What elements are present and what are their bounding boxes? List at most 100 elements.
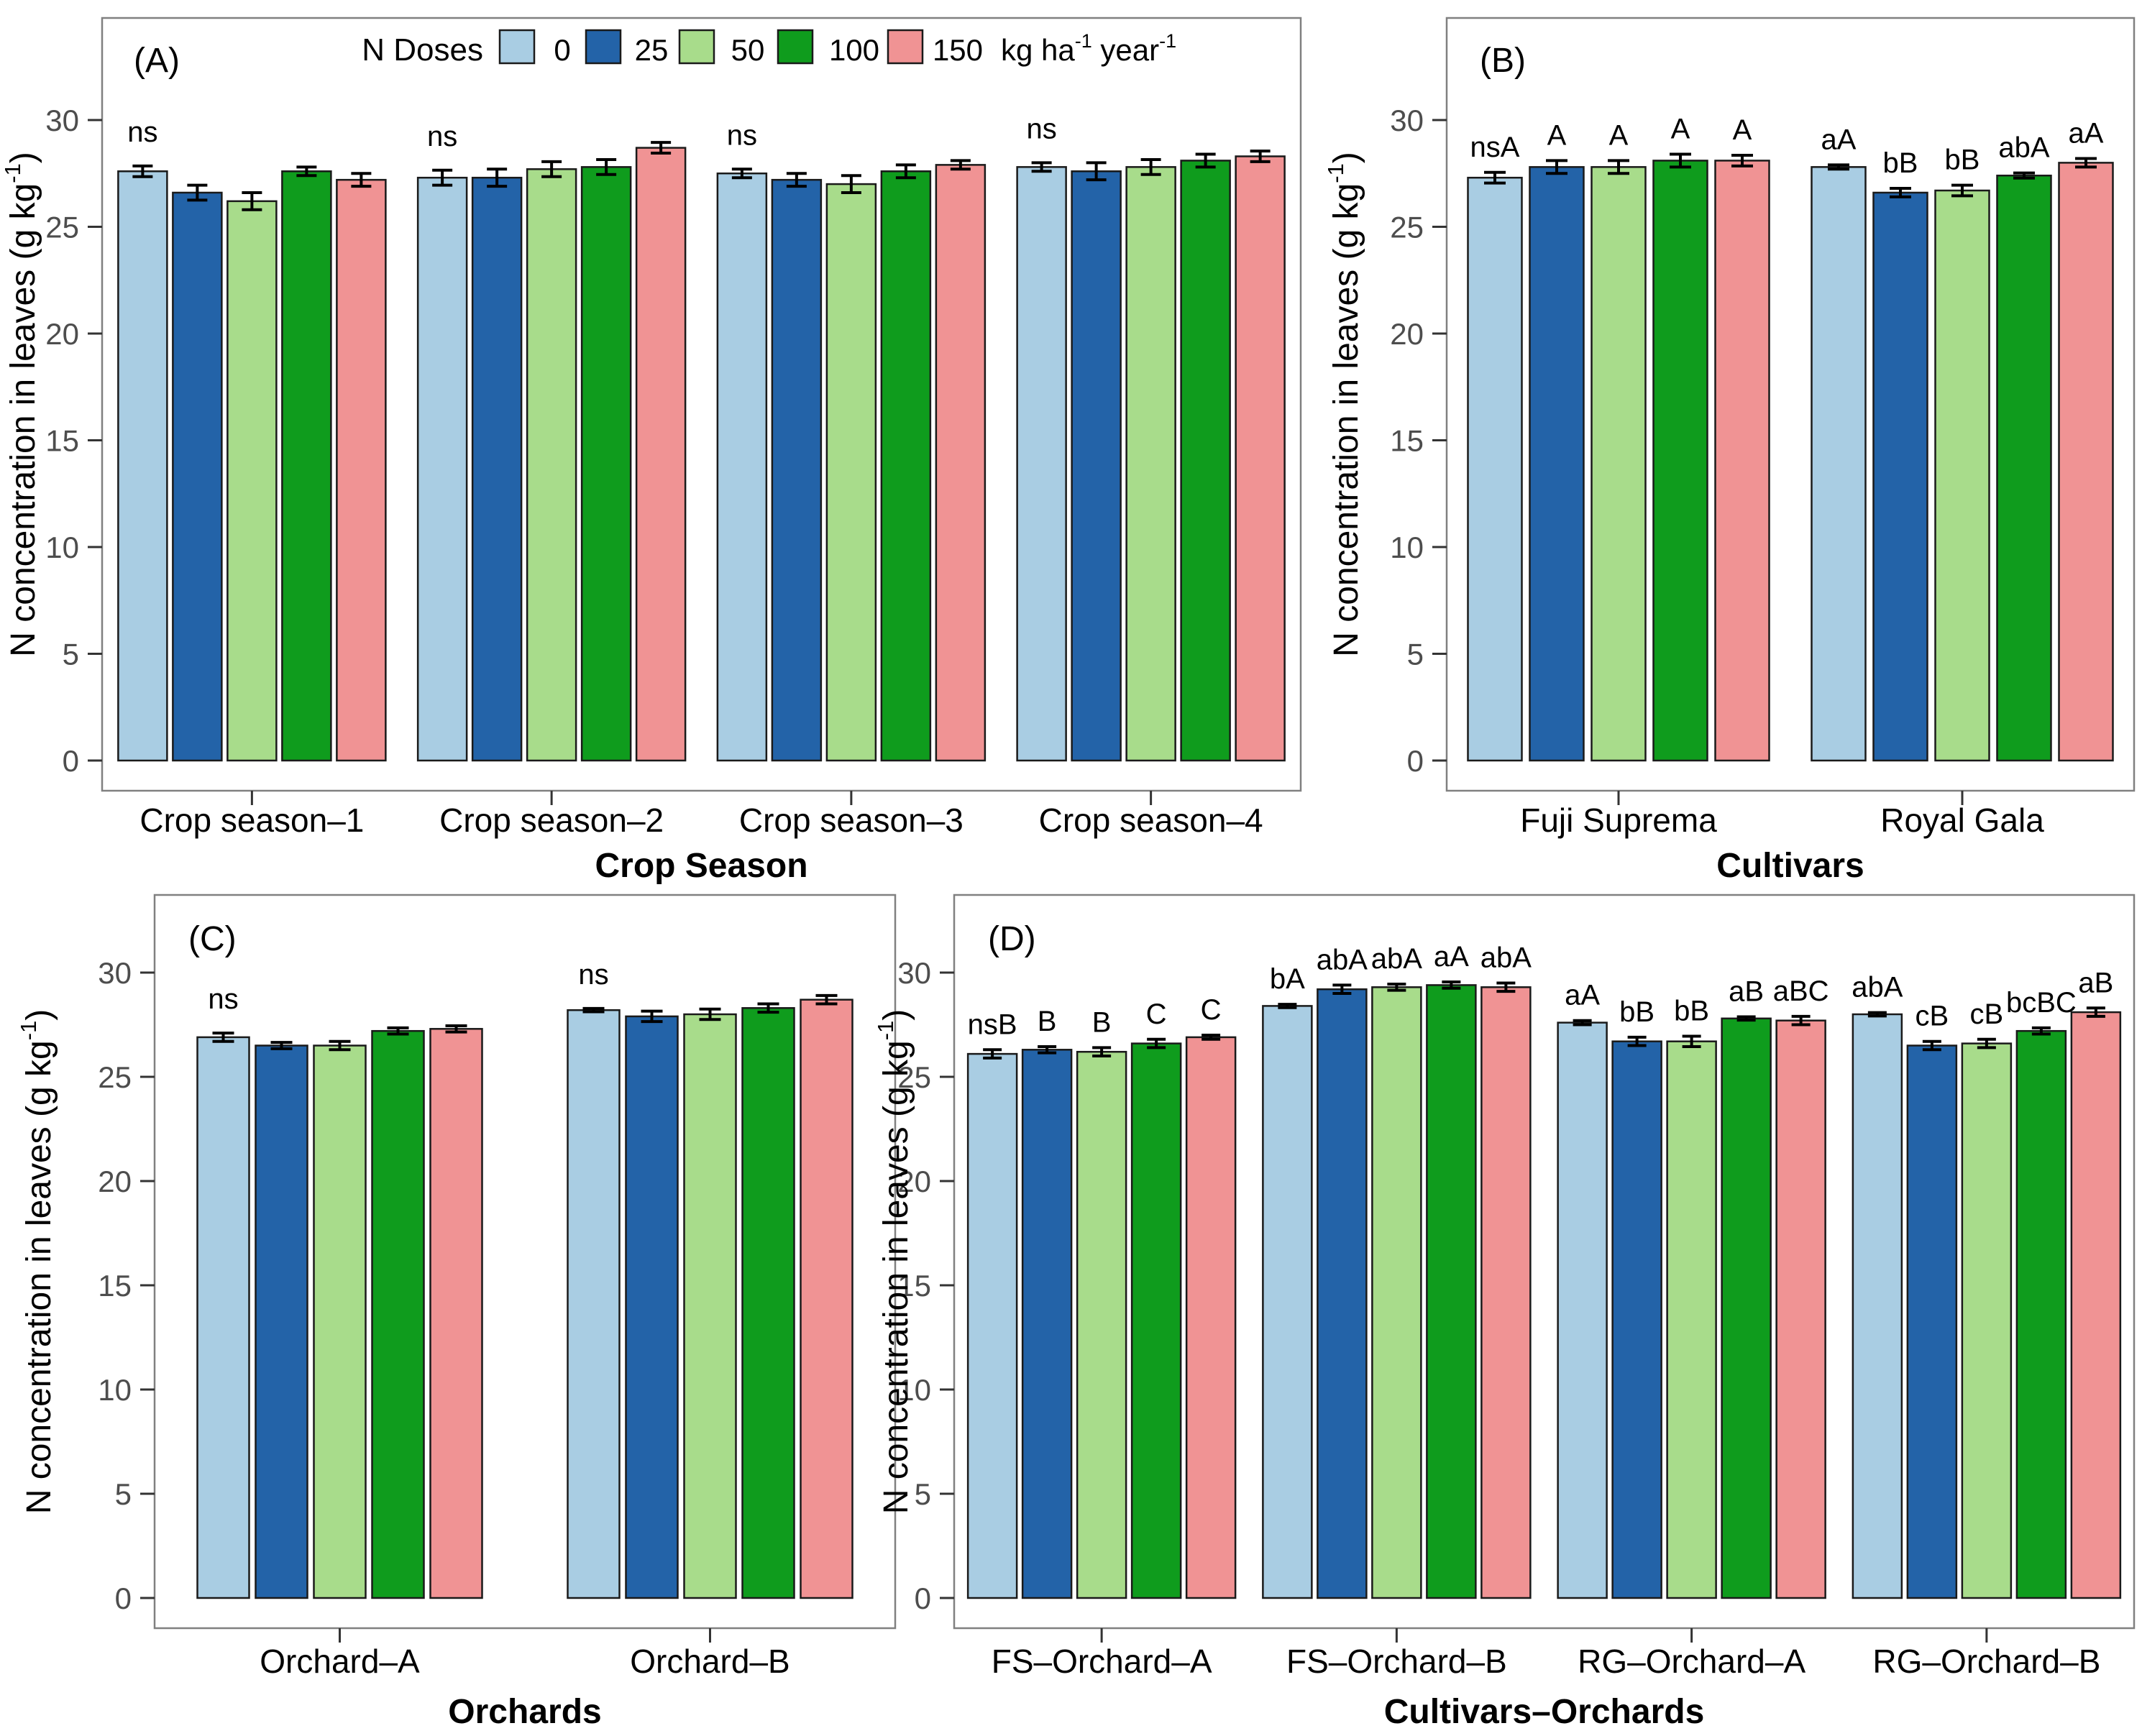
bar-dose-100	[741, 1007, 795, 1599]
panel-border	[101, 17, 1302, 792]
bar-dose-25	[625, 1015, 679, 1599]
significance-label: A	[1547, 119, 1567, 151]
y-tick-label: 10	[897, 1373, 931, 1407]
significance-label: aA	[2069, 117, 2104, 149]
y-axis-title: N concentration in leaves (g kg-1)	[16, 1009, 58, 1515]
bar-dose-100	[281, 170, 332, 762]
significance-label: C	[1201, 994, 1222, 1026]
legend-label: 0	[554, 33, 570, 67]
significance-label: B	[1092, 1006, 1112, 1038]
bar-dose-50	[1961, 1042, 2013, 1599]
legend-swatch-25	[585, 29, 622, 65]
panel-letter: (A)	[134, 42, 180, 80]
y-tick-label: 30	[98, 956, 132, 990]
x-category-label: FS–Orchard–A	[992, 1643, 1212, 1680]
bar-dose-25	[1317, 988, 1368, 1599]
y-tick-label: 5	[115, 1477, 132, 1511]
bar-dose-25	[1021, 1049, 1073, 1599]
bar-dose-25	[1071, 170, 1122, 762]
bar-dose-25	[172, 191, 223, 762]
panel-a: 0 5 10 15 20 25 30N concentration in leaves (g…	[0, 17, 1302, 885]
significance-label: ns	[1027, 113, 1057, 144]
bar-dose-150	[1480, 986, 1532, 1599]
bar-dose-25	[1529, 166, 1585, 762]
bar-dose-100	[1996, 174, 2052, 762]
x-axis-title: Cultivars	[1716, 847, 1864, 885]
bar-dose-100	[1652, 160, 1708, 762]
y-tick-label: 20	[98, 1165, 132, 1198]
significance-label: bB	[1619, 996, 1654, 1028]
bar-dose-0	[1557, 1021, 1608, 1599]
bar-dose-25	[771, 178, 823, 762]
significance-label: nsA	[1470, 132, 1520, 163]
bar-dose-150	[2058, 162, 2114, 762]
bar-dose-100	[2015, 1029, 2067, 1599]
x-category-label: Orchard–A	[260, 1643, 420, 1680]
bar-dose-25	[1906, 1044, 1958, 1599]
panel-letter: (D)	[988, 920, 1036, 958]
y-tick-label: 30	[45, 104, 79, 137]
significance-label: abA	[1480, 942, 1532, 974]
x-axis-title: Orchards	[448, 1693, 601, 1731]
panel-border	[1445, 17, 2136, 792]
legend-title: N Doses	[362, 32, 483, 68]
significance-label: bB	[1883, 147, 1918, 179]
x-category-label: Crop season–3	[739, 802, 964, 839]
significance-label: bA	[1270, 963, 1305, 995]
legend-swatch-100	[777, 29, 814, 65]
bar-dose-150	[1775, 1019, 1826, 1599]
legend: N Doses 0 25 50 100 150 kg ha-1 year-1	[362, 29, 1176, 68]
significance-label: abA	[1998, 132, 2049, 164]
significance-label: abA	[1852, 972, 1903, 1004]
bar-dose-50	[1076, 1050, 1127, 1599]
bar-dose-150	[1714, 160, 1770, 762]
legend-label: 25	[635, 33, 669, 67]
panel-border	[953, 894, 2136, 1630]
y-tick-label: 25	[98, 1060, 132, 1094]
y-tick-label: 25	[897, 1060, 931, 1094]
legend-unit-suffix: kg ha-1 year-1	[1001, 30, 1176, 67]
legend-label: 150	[933, 33, 983, 67]
bar-dose-100	[580, 166, 632, 762]
legend-swatch-50	[678, 29, 715, 65]
bar-dose-150	[1185, 1036, 1237, 1599]
panel-letter: (C)	[188, 920, 237, 958]
y-tick-label: 0	[63, 744, 79, 778]
x-category-label: Crop season–4	[1039, 802, 1263, 839]
significance-label: C	[1146, 998, 1167, 1030]
y-tick-label: 25	[1390, 211, 1424, 244]
x-category-label: FS–Orchard–B	[1286, 1643, 1507, 1680]
y-tick-label: 30	[1390, 104, 1424, 137]
bar-dose-0	[966, 1052, 1018, 1599]
y-tick-label: 5	[1407, 638, 1424, 671]
y-tick-label: 10	[1390, 531, 1424, 564]
bar-dose-150	[1235, 155, 1286, 762]
significance-label: ns	[727, 119, 757, 151]
bar-dose-150	[935, 164, 987, 762]
y-tick-label: 15	[98, 1269, 132, 1303]
y-axis-title: N concentration in leaves (g kg-1)	[873, 1009, 915, 1515]
significance-label: B	[1038, 1006, 1057, 1037]
bar-dose-0	[416, 176, 468, 762]
y-tick-label: 15	[45, 424, 79, 458]
bar-dose-0	[1811, 166, 1867, 762]
significance-label: ns	[578, 959, 608, 991]
significance-label: aA	[1821, 124, 1857, 155]
bar-dose-50	[526, 168, 577, 762]
bar-dose-150	[800, 998, 853, 1599]
legend-label: 100	[829, 33, 879, 67]
x-category-label: Fuji Suprema	[1520, 802, 1717, 839]
bar-dose-0	[196, 1036, 250, 1599]
bar-dose-25	[1872, 191, 1928, 762]
y-tick-label: 30	[897, 956, 931, 990]
panel-b: 0 5 10 15 20 25 30 N concentration in leaves (g…	[1323, 17, 2136, 885]
legend-swatch-150	[887, 29, 924, 65]
significance-label: A	[1733, 114, 1752, 146]
bar-dose-0	[117, 170, 168, 762]
significance-label: ns	[427, 121, 457, 152]
y-axis-title: N concentration in leaves (g kg-1)	[0, 152, 42, 657]
y-tick-label: 20	[897, 1165, 931, 1198]
significance-label: aB	[1729, 975, 1764, 1007]
legend-swatch-0	[498, 29, 536, 65]
